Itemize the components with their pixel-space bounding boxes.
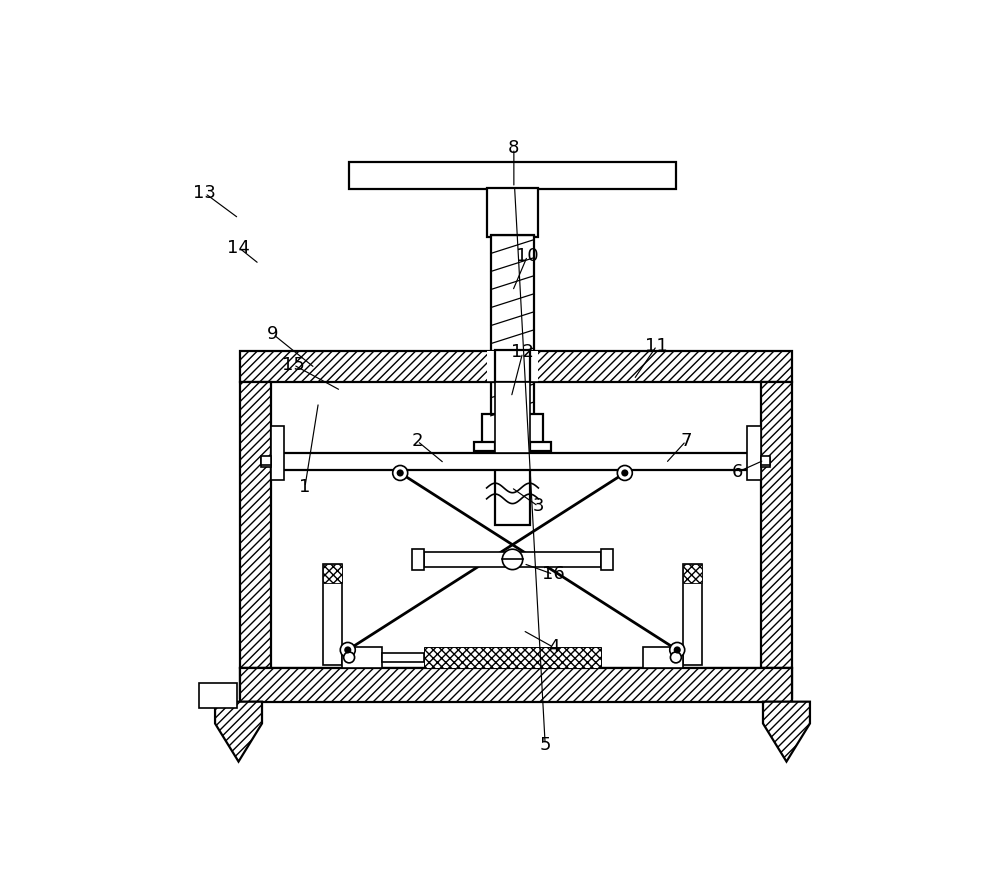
Bar xyxy=(261,458,271,467)
Circle shape xyxy=(670,643,685,658)
Text: 15: 15 xyxy=(282,355,305,374)
Bar xyxy=(495,382,530,453)
Text: 3: 3 xyxy=(533,498,544,515)
Bar xyxy=(323,564,342,583)
Bar xyxy=(474,442,551,451)
Circle shape xyxy=(397,470,403,476)
Bar xyxy=(240,382,271,667)
Bar xyxy=(495,442,530,525)
Bar xyxy=(761,456,770,465)
Circle shape xyxy=(622,470,628,476)
Bar xyxy=(240,667,792,698)
Circle shape xyxy=(502,549,523,569)
Text: 1: 1 xyxy=(299,478,311,496)
Text: 16: 16 xyxy=(542,566,565,583)
Text: 13: 13 xyxy=(193,184,216,202)
Bar xyxy=(482,415,543,443)
Bar xyxy=(643,646,683,668)
Bar xyxy=(683,564,702,665)
Bar xyxy=(271,453,761,470)
Polygon shape xyxy=(215,702,262,762)
Bar xyxy=(495,350,530,382)
Bar xyxy=(487,187,538,237)
Bar xyxy=(491,235,534,415)
Text: 4: 4 xyxy=(548,638,559,656)
Circle shape xyxy=(345,647,350,652)
Bar xyxy=(323,564,342,665)
Bar xyxy=(382,652,424,662)
Bar xyxy=(683,564,702,583)
Bar xyxy=(261,456,271,465)
Circle shape xyxy=(675,647,680,652)
Circle shape xyxy=(340,643,355,658)
Bar xyxy=(342,646,382,668)
Bar xyxy=(424,646,601,668)
Bar xyxy=(424,552,601,567)
Bar xyxy=(240,351,792,382)
Text: 2: 2 xyxy=(411,432,423,450)
Bar xyxy=(487,351,538,382)
Text: 7: 7 xyxy=(680,432,692,450)
Text: 5: 5 xyxy=(539,735,551,753)
Bar xyxy=(747,426,761,481)
Bar xyxy=(199,682,237,708)
Bar xyxy=(349,162,676,189)
Text: 14: 14 xyxy=(227,239,250,256)
Text: 6: 6 xyxy=(731,463,743,481)
Text: 11: 11 xyxy=(645,337,668,354)
Bar xyxy=(601,548,613,570)
Text: 8: 8 xyxy=(508,140,520,157)
Circle shape xyxy=(393,466,408,481)
Text: 9: 9 xyxy=(267,325,279,343)
Circle shape xyxy=(670,652,681,663)
Bar xyxy=(761,458,770,467)
Circle shape xyxy=(617,466,632,481)
Circle shape xyxy=(344,652,355,663)
Bar xyxy=(240,667,792,702)
Text: 10: 10 xyxy=(516,247,539,265)
Text: 12: 12 xyxy=(511,344,534,362)
Bar xyxy=(271,426,284,481)
Bar xyxy=(761,382,792,667)
Polygon shape xyxy=(763,702,810,762)
Bar xyxy=(412,548,424,570)
